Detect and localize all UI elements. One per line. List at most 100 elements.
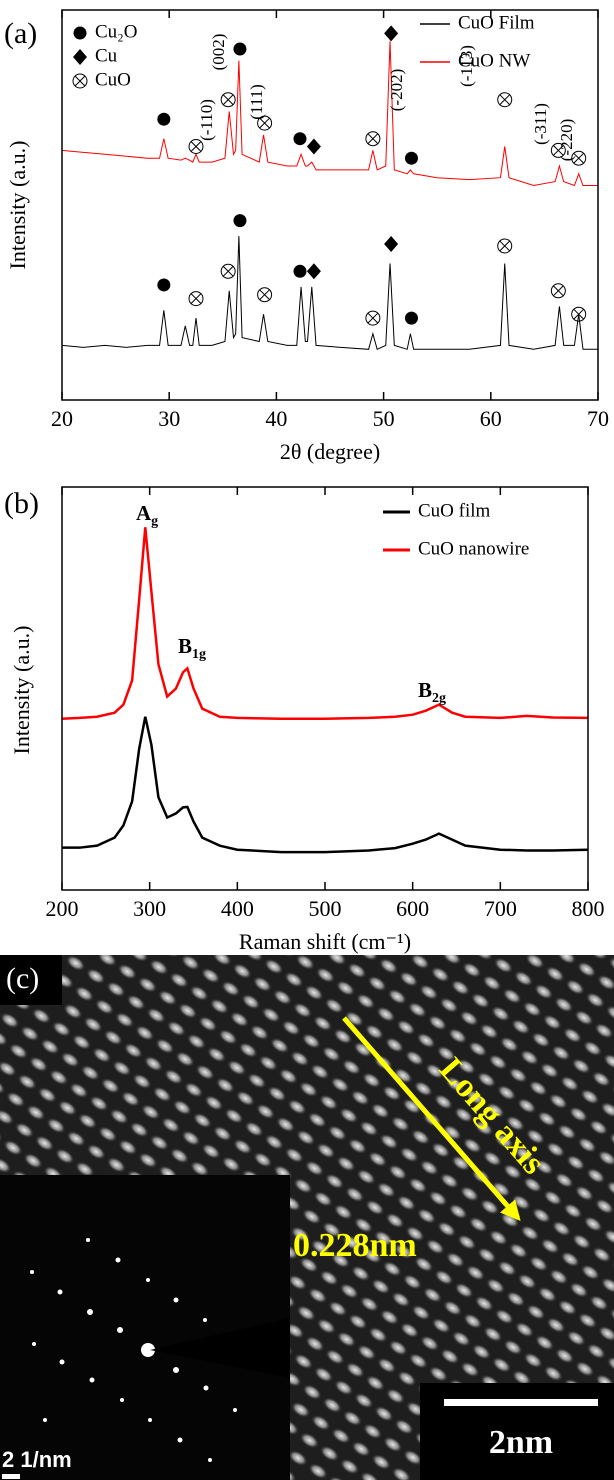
peak-marker [365,131,381,147]
peak-label: (-113) [457,45,476,87]
peak-marker [293,264,307,278]
peak-label: (-311) [531,103,550,145]
marker-otimes [220,92,236,108]
series-line [62,716,589,854]
panel-label: (c) [6,962,39,995]
legend-marker [73,26,87,40]
peak-label: (-220) [557,119,576,161]
panel-label: (b) [4,487,39,520]
marker-circle [157,112,171,126]
marker-legend-label: CuO [95,69,131,90]
peak-marker [550,283,566,299]
marker-cross [499,94,510,105]
legend-marker [73,49,87,65]
x-tick-label: 400 [221,896,254,921]
series-line [61,41,598,187]
marker-otimes [188,139,204,154]
peak-marker [384,236,399,252]
x-tick-label: 300 [133,896,166,921]
peak-label: (-110) [197,99,216,141]
peak-marker [233,42,247,56]
marker-otimes [365,310,381,326]
peak-marker [233,214,247,228]
series-line [61,527,589,720]
peak-marker [257,287,273,303]
x-tick-label: 40 [265,406,287,431]
x-tick-label: 30 [158,406,180,431]
peak-marker [497,92,513,108]
marker-circle [293,132,307,146]
peak-marker [365,310,381,326]
x-tick-label: 50 [373,406,395,431]
marker-circle [233,214,247,228]
peak-label: B2g [418,678,446,706]
peak-marker [306,138,321,155]
peak-label-sub: 1g [192,647,206,662]
x-axis-title: Raman shift (cm⁻¹) [239,929,411,954]
legend-label: CuO nanowire [418,538,529,559]
peak-marker [220,92,236,108]
marker-otimes [497,238,513,254]
marker-otimes [188,291,204,307]
peak-label: (111) [247,84,266,120]
chart: CuO film CuO nanowire 200 300 400 500 600 700 80… [4,486,605,954]
peak-label-main: B [418,678,432,702]
legend-marker [72,73,88,89]
peak-marker [384,25,399,42]
marker-circle [293,264,307,278]
marker-cross [499,240,510,252]
marker-cross [573,308,584,320]
marker-otimes [571,306,587,322]
marker-otimes [220,263,236,279]
peak-marker [157,278,171,292]
marker-diamond [384,25,399,42]
peak-label: (002) [209,34,228,71]
peak-marker [188,291,204,307]
x-tick-label: 200 [46,896,79,921]
panel-label: (a) [4,17,37,50]
marker-cross [573,152,584,164]
chart: CuO Film CuO NW 20 30 40 50 60 70 2θ (degree) Int… [4,9,609,464]
marker-cross [553,285,564,297]
marker-circle [233,42,247,56]
peak-marker [550,142,566,158]
peak-label-sub: 2g [432,691,446,706]
x-tick-label: 20 [51,406,73,431]
inset-scale: 2 1/nm [2,1447,72,1472]
peak-label-main: B [178,634,192,658]
spacing-label: 0.228nm [293,1227,417,1264]
scale-label: 2nm [489,1424,553,1461]
tem-panel: (c) 0.228nm Long axis 2 1/nm [0,955,614,1480]
marker-otimes [365,131,381,147]
marker-cross [190,141,202,152]
peak-label: Ag [136,501,158,529]
x-tick-label: 700 [484,896,517,921]
peak-marker [404,151,418,165]
x-tick-label: 500 [309,896,342,921]
marker-cross [259,117,270,129]
marker-cross [190,293,202,304]
marker-cross [222,266,234,277]
marker-cross [222,94,234,105]
peak-marker [497,238,513,254]
marker-circle [157,278,171,292]
marker-otimes [550,283,566,299]
marker-otimes [497,92,513,108]
peak-marker [257,115,273,131]
marker-diamond [306,138,321,155]
scale-bar [444,1399,598,1406]
legend-marker [74,75,86,87]
y-axis-title: Intensity (a.u.) [9,626,34,755]
marker-cross [553,145,564,156]
y-axis-title: Intensity (a.u.) [5,141,30,270]
marker-otimes [257,115,273,131]
plot-frame [61,9,599,401]
peak-marker [220,263,236,279]
marker-otimes [257,287,273,303]
peak-marker [571,150,587,166]
marker-circle [404,151,418,165]
marker-legend-label: Cu [95,45,118,66]
marker-circle [404,311,418,325]
marker-otimes [550,142,566,158]
